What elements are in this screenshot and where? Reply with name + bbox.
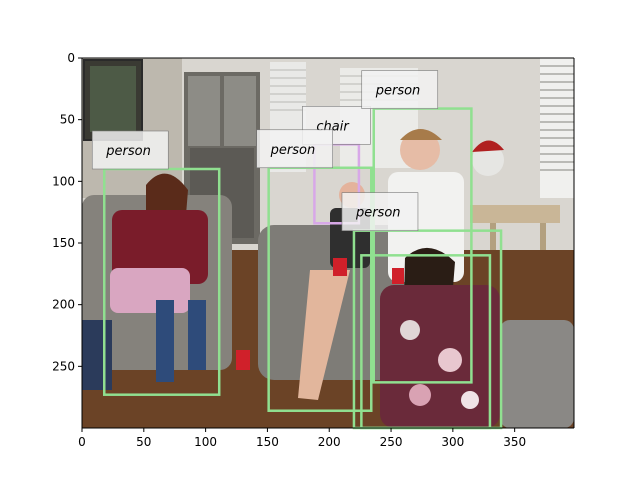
y-tick-label: 100	[52, 174, 75, 188]
y-tick-label: 250	[52, 359, 75, 373]
detection-caption: person	[256, 129, 333, 169]
y-tick-label: 150	[52, 236, 75, 250]
x-tick-label: 300	[441, 435, 464, 449]
caption-background	[256, 129, 333, 169]
x-tick-label: 250	[380, 435, 403, 449]
x-ticks: 0 50 100 150 200 250 300 350	[78, 428, 526, 449]
y-tick-label: 200	[52, 298, 75, 312]
detection-caption: person	[91, 130, 169, 170]
x-tick-label: 0	[78, 435, 86, 449]
caption-background	[361, 70, 439, 109]
caption-background	[91, 130, 169, 170]
y-tick-label: 0	[67, 51, 75, 65]
x-tick-label: 50	[136, 435, 151, 449]
axes: 0 50 100 150 200 250 300 350 0 50 100 150 200 250	[52, 51, 575, 449]
x-tick-label: 350	[503, 435, 526, 449]
y-tick-label: 50	[60, 113, 75, 127]
caption-text: person	[375, 84, 421, 99]
caption-text: person	[270, 143, 316, 158]
caption-text: person	[355, 206, 401, 221]
x-tick-label: 150	[256, 435, 279, 449]
caption-text: person	[105, 144, 151, 159]
x-tick-label: 100	[194, 435, 217, 449]
caption-background	[341, 192, 419, 231]
detection-caption: person	[341, 192, 419, 231]
detection-caption: person	[361, 70, 439, 109]
y-ticks: 0 50 100 150 200 250	[52, 51, 82, 373]
x-tick-label: 200	[318, 435, 341, 449]
